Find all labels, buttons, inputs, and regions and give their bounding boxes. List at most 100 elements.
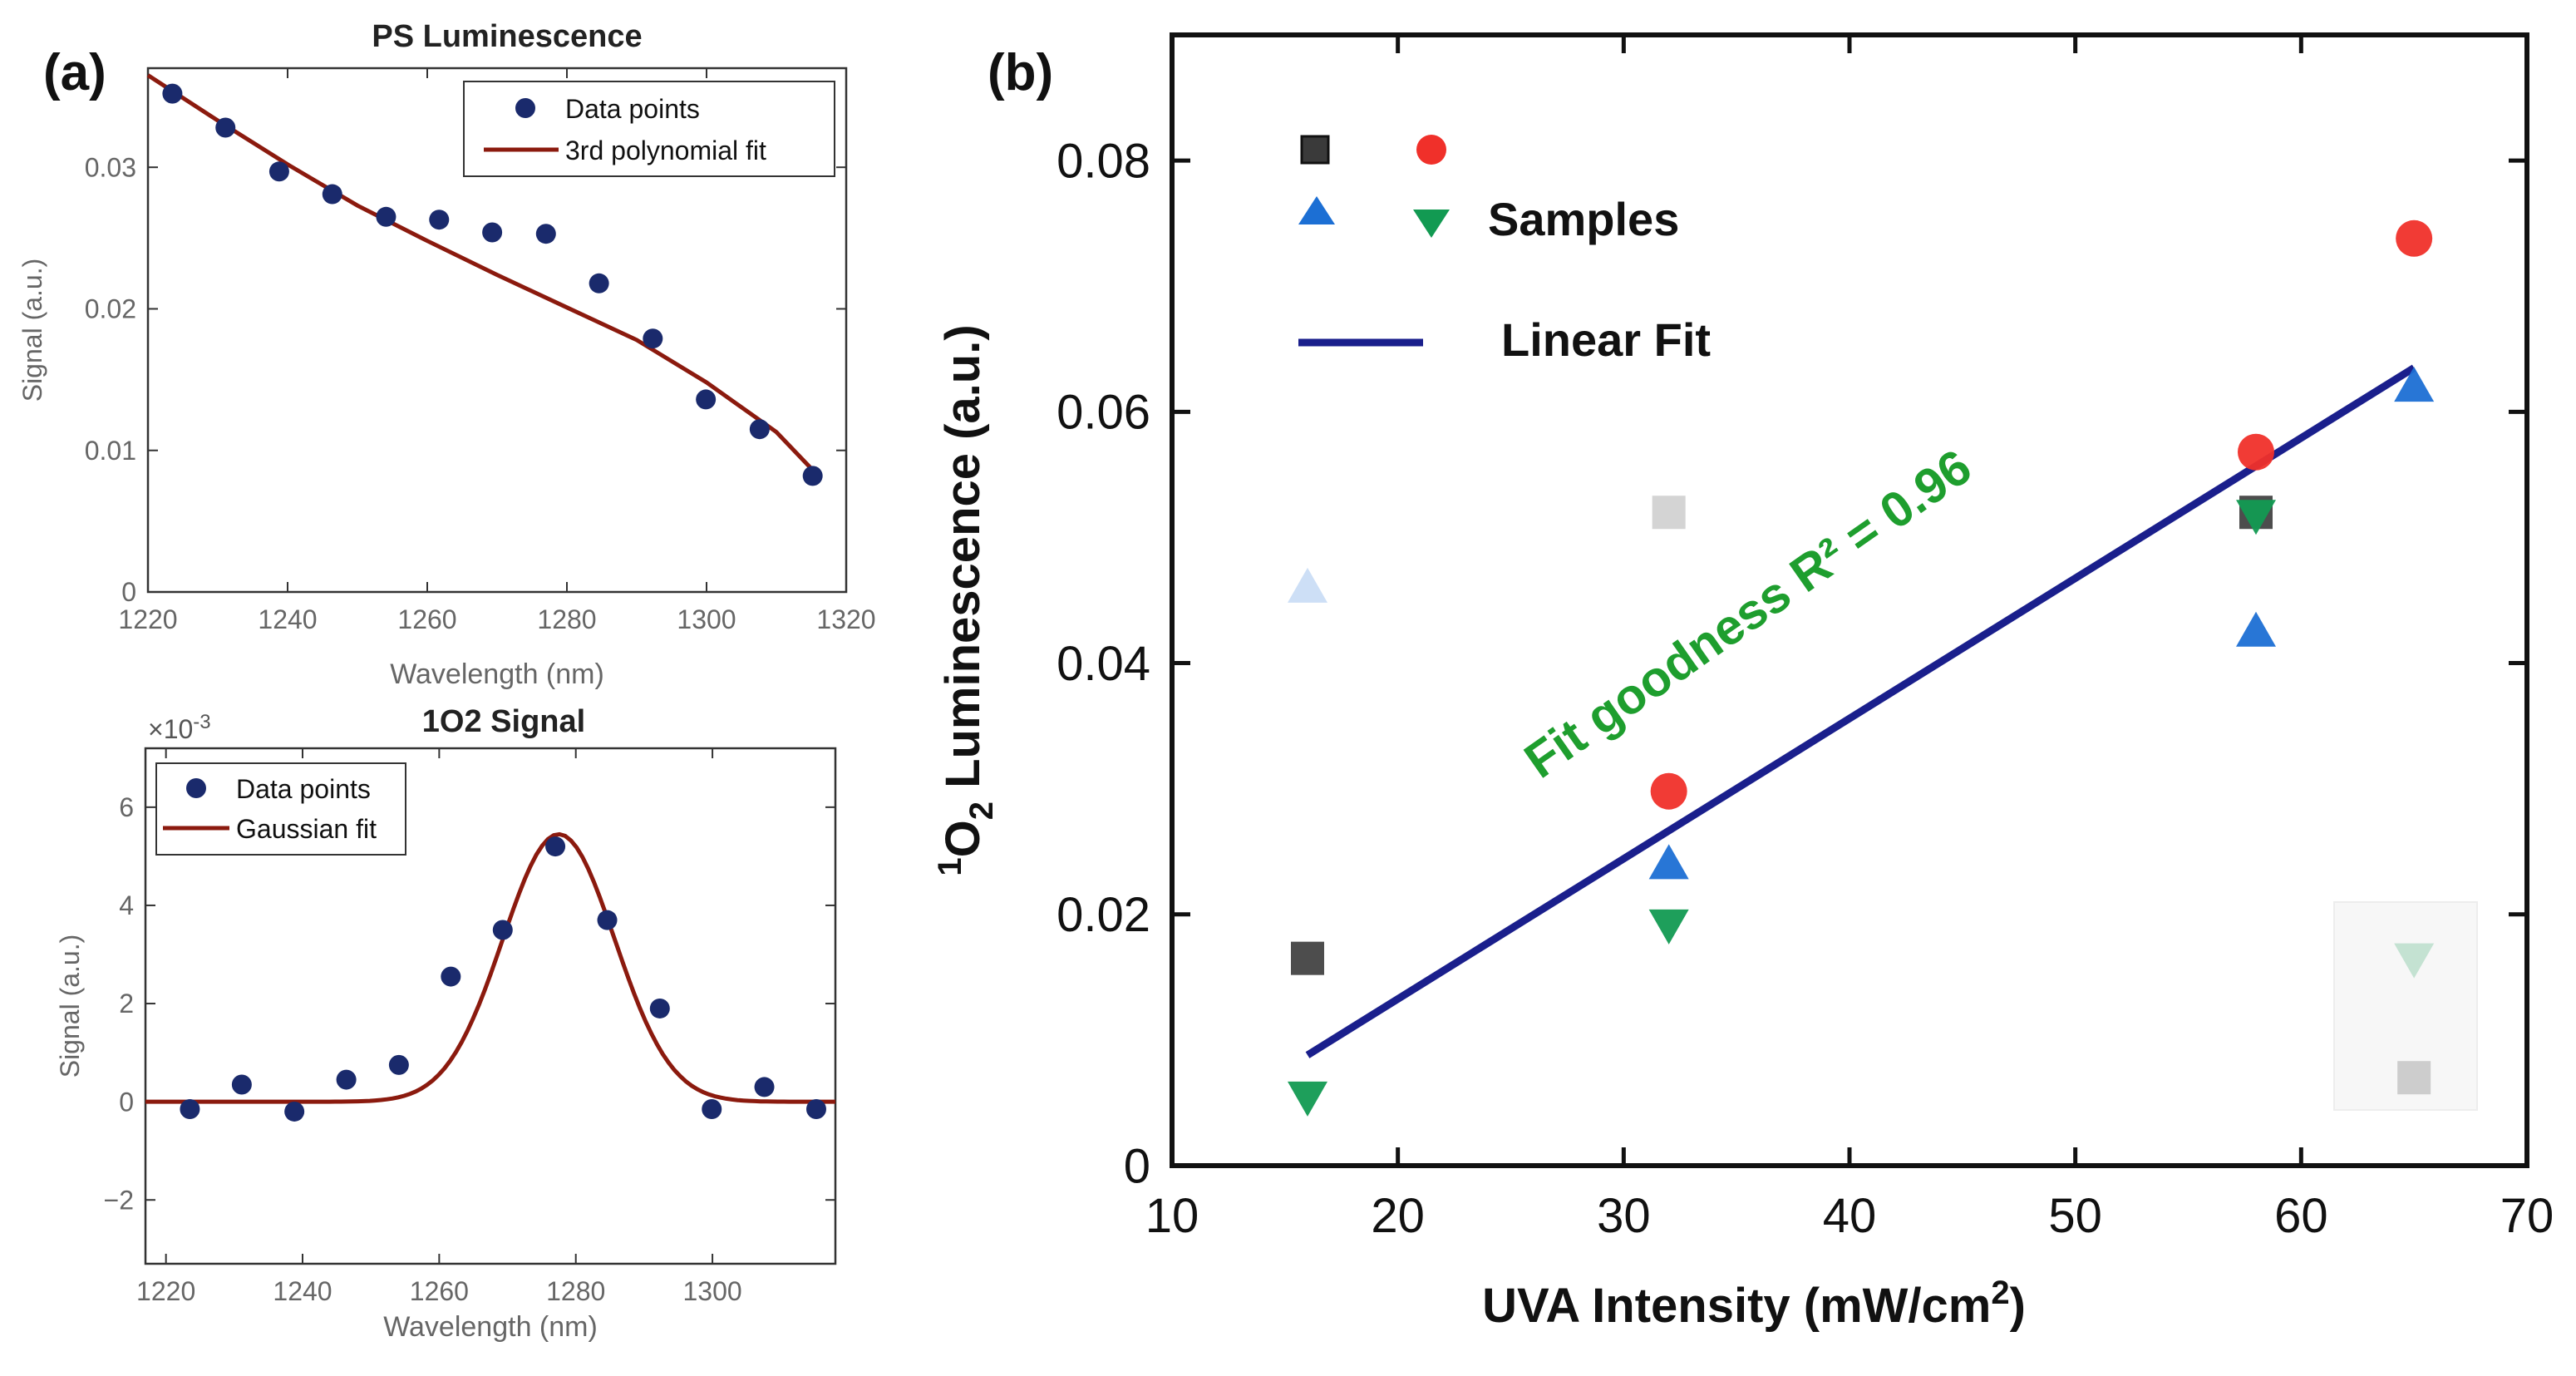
x-tick-label: 20 (1371, 1189, 1425, 1243)
o2-data-point (702, 1099, 722, 1119)
y-tick-label: 6 (119, 792, 134, 822)
o2-data-point (284, 1101, 305, 1122)
y-tick-label: 0.08 (1057, 134, 1150, 188)
ps-y-axis: 0 0.01 0.02 0.03 (85, 152, 846, 607)
o2-data-point (545, 836, 566, 857)
ps-legend-fit: 3rd polynomial fit (565, 136, 766, 165)
uva-data-point-circle (1650, 772, 1687, 810)
ps-data-point (215, 117, 236, 138)
o2-x-label: Wavelength (nm) (383, 1311, 598, 1343)
ps-x-axis: 1220 1240 1260 1280 1300 1320 (118, 68, 876, 634)
o2-exponent: ×10-3 (148, 711, 211, 744)
uva-data-point-circle (2396, 219, 2433, 257)
uva-faded-box (2333, 901, 2478, 1111)
o2-data-point (597, 910, 618, 930)
o2-y-label: Signal (a.u.) (55, 935, 85, 1078)
o2-legend: Data points Gaussian fit (155, 762, 406, 856)
o2-x-axis: 1220 1240 1260 1280 1300 (136, 748, 742, 1306)
o2-plot-frame (144, 747, 837, 1265)
o2-data-point (336, 1069, 357, 1090)
x-tick-label: 70 (2500, 1189, 2554, 1243)
x-tick-label: 1300 (677, 604, 736, 634)
o2-legend-fit: Gaussian fit (236, 814, 377, 844)
o2-data-point (388, 1054, 409, 1075)
uva-data-point-triangle-down (1288, 1081, 1327, 1117)
x-tick-label: 1280 (546, 1276, 605, 1306)
x-tick-label: 60 (2274, 1189, 2328, 1243)
o2-data-point (441, 966, 461, 987)
y-tick-label: 0.06 (1057, 386, 1150, 440)
uva-y-axis: 0 0.02 0.04 0.06 0.08 (1057, 134, 2527, 1193)
o2-data-point (180, 1099, 200, 1119)
o2-data-points (180, 836, 826, 1122)
o2-data-point (231, 1074, 252, 1095)
x-tick-label: 1260 (397, 604, 456, 634)
ps-data-point (268, 161, 289, 182)
x-tick-label: 1240 (273, 1276, 332, 1306)
ps-data-point (482, 222, 503, 243)
y-tick-label: 0 (1124, 1139, 1150, 1193)
ps-data-point (802, 466, 823, 486)
uva-y-label: 1O2 Luminescence (a.u.) (932, 324, 1000, 875)
y-tick-label: 0.03 (85, 152, 136, 182)
uva-data-point-triangle-down (2236, 500, 2276, 535)
ps-plot-frame (146, 67, 848, 594)
ps-data-point (376, 206, 396, 227)
ps-legend-marker (515, 98, 535, 118)
x-tick-label: 40 (1823, 1189, 1877, 1243)
uva-faded-point (1288, 567, 1327, 603)
uva-linear-fit-line (1305, 364, 2416, 1058)
uva-data-points (1288, 219, 2435, 1117)
x-tick-label: 1220 (136, 1276, 195, 1306)
legend-triangle-up-marker (1298, 196, 1335, 224)
x-tick-label: 1300 (682, 1276, 741, 1306)
x-tick-label: 1280 (537, 604, 596, 634)
uva-data-point-triangle-up (2394, 367, 2435, 402)
y-tick-label: 0 (119, 1087, 134, 1117)
o2-legend-data-points: Data points (236, 774, 371, 804)
o2-fit-curve (145, 831, 835, 1104)
uva-faded-points (1288, 496, 2435, 1095)
x-tick-label: 1220 (118, 604, 177, 634)
ps-data-point (535, 224, 556, 244)
y-tick-label: 0.02 (85, 294, 136, 324)
ps-legend-data-points: Data points (565, 94, 700, 124)
legend-fit-label: Linear Fit (1501, 313, 1711, 366)
uva-data-point-triangle-down (1648, 909, 1689, 944)
ps-data-point (162, 83, 183, 104)
ps-data-point (322, 184, 342, 205)
legend-circle-marker (1416, 135, 1446, 165)
uva-x-label: UVA Intensity (mW/cm2) (1482, 1275, 2026, 1333)
o2-data-point (754, 1077, 775, 1097)
o2-title: 1O2 Signal (422, 704, 585, 739)
uva-legend: Samples Linear Fit (1298, 135, 1711, 366)
uva-data-point-triangle-up (1648, 844, 1689, 880)
panel-label-a: (a) (43, 44, 106, 101)
y-tick-label: 0.02 (1057, 888, 1150, 942)
o2-data-point (492, 920, 513, 940)
x-tick-label: 30 (1597, 1189, 1651, 1243)
uva-faded-point (2397, 1061, 2431, 1095)
uva-data-point-square (1291, 941, 1324, 975)
legend-samples-label: Samples (1488, 193, 1679, 245)
y-tick-label: 0.04 (1057, 637, 1150, 691)
ps-x-label: Wavelength (nm) (390, 658, 604, 690)
ps-data-point (643, 328, 663, 349)
ps-luminescence-chart: PS Luminescence 00.010.020.03 1220 1240 12… (17, 19, 876, 690)
y-tick-label: 2 (119, 989, 134, 1018)
x-tick-label: 10 (1145, 1189, 1199, 1243)
uva-faded-point (2394, 943, 2435, 979)
o2-data-point (649, 998, 670, 1018)
uva-data-point-triangle-up (2236, 611, 2276, 647)
o2-signal-chart: ×10-3 1O2 Signal −2 0 2 4 6 1220 1240 1260 1280… (55, 704, 837, 1343)
x-tick-label: 1260 (410, 1276, 469, 1306)
ps-data-points (162, 83, 823, 486)
x-tick-label: 1240 (258, 604, 317, 634)
o2-data-point (805, 1099, 826, 1119)
y-tick-label: 4 (119, 890, 134, 920)
ps-data-point (696, 389, 717, 410)
uva-data-point-circle (2238, 433, 2274, 471)
panel-label-b: (b) (988, 44, 1053, 101)
uva-faded-point (1652, 496, 1686, 530)
